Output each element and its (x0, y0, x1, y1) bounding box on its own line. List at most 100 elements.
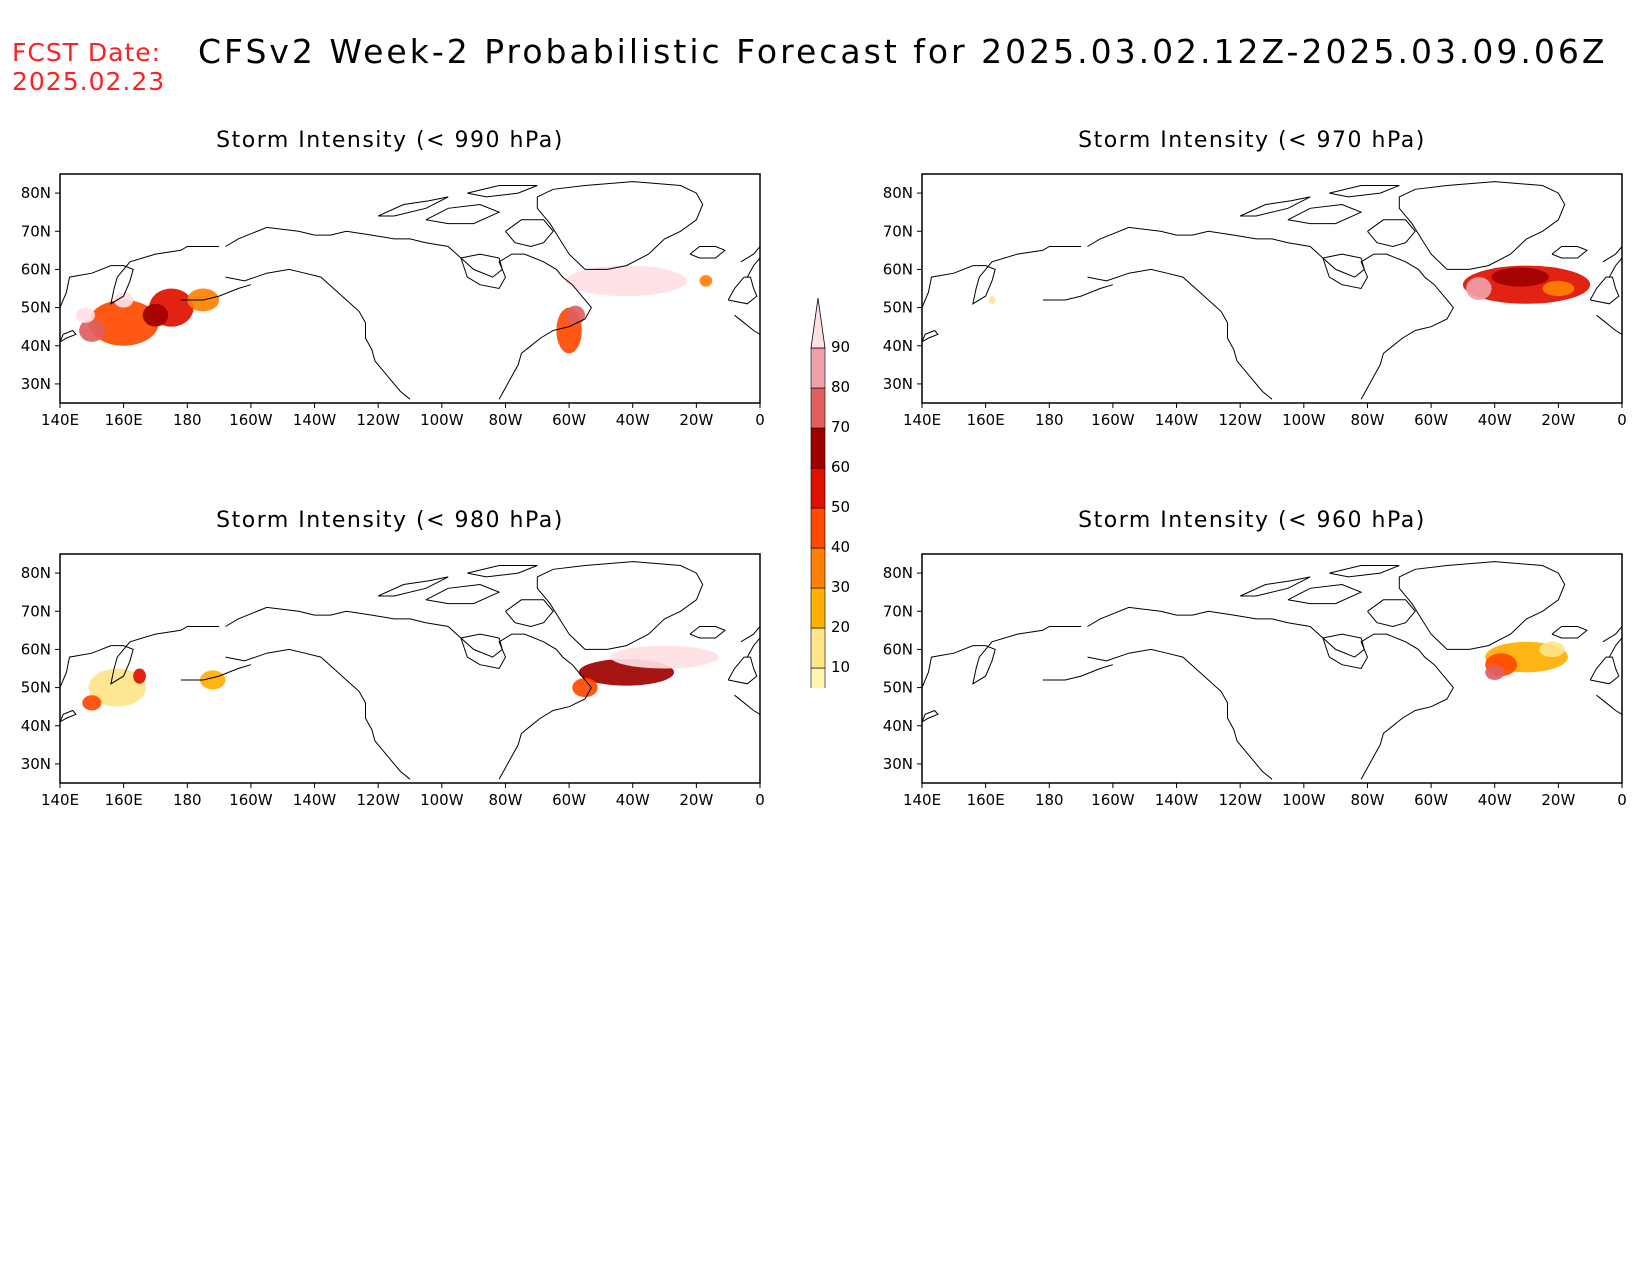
lat-tick-label: 70N (21, 222, 51, 240)
coastline (377, 576, 449, 597)
probability-area (82, 695, 102, 711)
lon-tick-label: 160W (229, 791, 273, 809)
probability-area (610, 645, 719, 669)
coastline (1329, 185, 1400, 198)
probability-area (1485, 664, 1505, 680)
map-frame (59, 173, 761, 404)
lat-tick-label: 40N (21, 337, 51, 355)
colorbar-label: 30 (831, 578, 850, 596)
coastline (225, 226, 593, 400)
lon-tick-label: 20W (679, 411, 713, 429)
lon-tick-label: 20W (679, 791, 713, 809)
coastline (377, 196, 449, 217)
colorbar-bin (810, 427, 826, 469)
probability-area (1466, 277, 1492, 300)
coastline (536, 561, 704, 650)
lat-tick-label: 60N (21, 640, 51, 658)
probability-area (88, 299, 159, 346)
lat-tick-label: 60N (21, 260, 51, 278)
map-frame (59, 553, 761, 784)
coastline (1367, 599, 1416, 628)
colorbar-label: 70 (831, 418, 850, 436)
coastline (1602, 626, 1622, 643)
lon-tick-label: 160E (967, 791, 1005, 809)
probability-area (75, 307, 95, 323)
coastline (922, 626, 1082, 688)
coastline (225, 268, 411, 400)
colorbar-bin (810, 387, 826, 429)
lon-tick-label: 60W (1414, 791, 1448, 809)
coastline (60, 626, 220, 688)
colorbar-label: 20 (831, 618, 850, 636)
lon-tick-label: 60W (552, 791, 586, 809)
lat-tick-label: 70N (883, 602, 913, 620)
coastline (1367, 219, 1416, 248)
probability-area (200, 670, 226, 690)
probability-area (565, 305, 585, 325)
map-panel-970: Storm Intensity (< 970 hPa) 140E 160E 180 1… (862, 128, 1642, 429)
colorbar-bin (810, 587, 826, 629)
coastline (922, 709, 939, 723)
coastline (1602, 246, 1622, 263)
colorbar-bin (810, 297, 826, 349)
lat-tick-label: 60N (883, 260, 913, 278)
coastline (467, 185, 538, 198)
lat-tick-label: 30N (21, 375, 51, 393)
lon-tick-label: 40W (616, 411, 650, 429)
map-980: 140E 160E 180 160W 140W 120W 100W 80W 60W 40W 20W 0… (21, 553, 765, 809)
colorbar-label: 10 (831, 658, 850, 676)
lat-tick-label: 30N (883, 755, 913, 773)
lat-tick-label: 50N (883, 679, 913, 697)
lat-tick-label: 70N (883, 222, 913, 240)
lon-tick-label: 20W (1541, 411, 1575, 429)
lon-tick-label: 160E (105, 411, 143, 429)
colorbar-bin (810, 547, 826, 589)
probability-area (88, 668, 146, 707)
coastline (1087, 226, 1455, 400)
coastline (1608, 257, 1622, 278)
lon-tick-label: 40W (616, 791, 650, 809)
coastline (460, 253, 503, 278)
coastline (1398, 561, 1566, 650)
lon-tick-label: 160W (1091, 791, 1135, 809)
coastline (727, 276, 758, 305)
coastline (505, 219, 554, 248)
coastline (1589, 276, 1620, 305)
lon-tick-label: 100W (1282, 791, 1326, 809)
lat-tick-label: 70N (21, 602, 51, 620)
lon-tick-label: 60W (1414, 411, 1448, 429)
probability-area (565, 265, 687, 297)
lon-tick-label: 0 (755, 411, 765, 429)
colorbar-bin (810, 667, 826, 688)
lon-tick-label: 140E (41, 791, 79, 809)
coastline (1042, 284, 1114, 301)
coastline (1322, 633, 1365, 658)
coastline (60, 709, 77, 723)
coastline (1608, 637, 1622, 658)
lon-tick-label: 180 (173, 411, 202, 429)
lon-tick-label: 0 (1617, 411, 1627, 429)
lon-tick-label: 120W (356, 411, 400, 429)
colorbar-label: 40 (831, 538, 850, 556)
lon-tick-label: 120W (356, 791, 400, 809)
lat-tick-label: 60N (883, 640, 913, 658)
coastline (536, 181, 704, 270)
lon-tick-label: 120W (1218, 791, 1262, 809)
coastline (922, 246, 1082, 308)
lon-tick-label: 80W (488, 411, 522, 429)
lon-tick-label: 100W (420, 411, 464, 429)
map-970: 140E 160E 180 160W 140W 120W 100W 80W 60W 40W 20W 0… (883, 173, 1627, 429)
fcst-date-value: 2025.02.23 (12, 67, 166, 96)
probability-area (1539, 641, 1565, 658)
map-990: 140E 160E 180 160W 140W 120W 100W 80W 60W 40W 20W 0… (21, 173, 765, 429)
coastline (60, 246, 220, 308)
coastline (1589, 656, 1620, 685)
probability-area (572, 678, 598, 698)
lon-tick-label: 140E (41, 411, 79, 429)
panel-title-960: Storm Intensity (< 960 hPa) (1078, 508, 1426, 533)
lon-tick-label: 160W (1091, 411, 1135, 429)
probability-colorbar: 10 20 30 40 50 60 70 80 90 (810, 297, 850, 688)
lon-tick-label: 180 (1035, 791, 1064, 809)
coastline (922, 329, 939, 343)
coastline (1287, 583, 1363, 605)
